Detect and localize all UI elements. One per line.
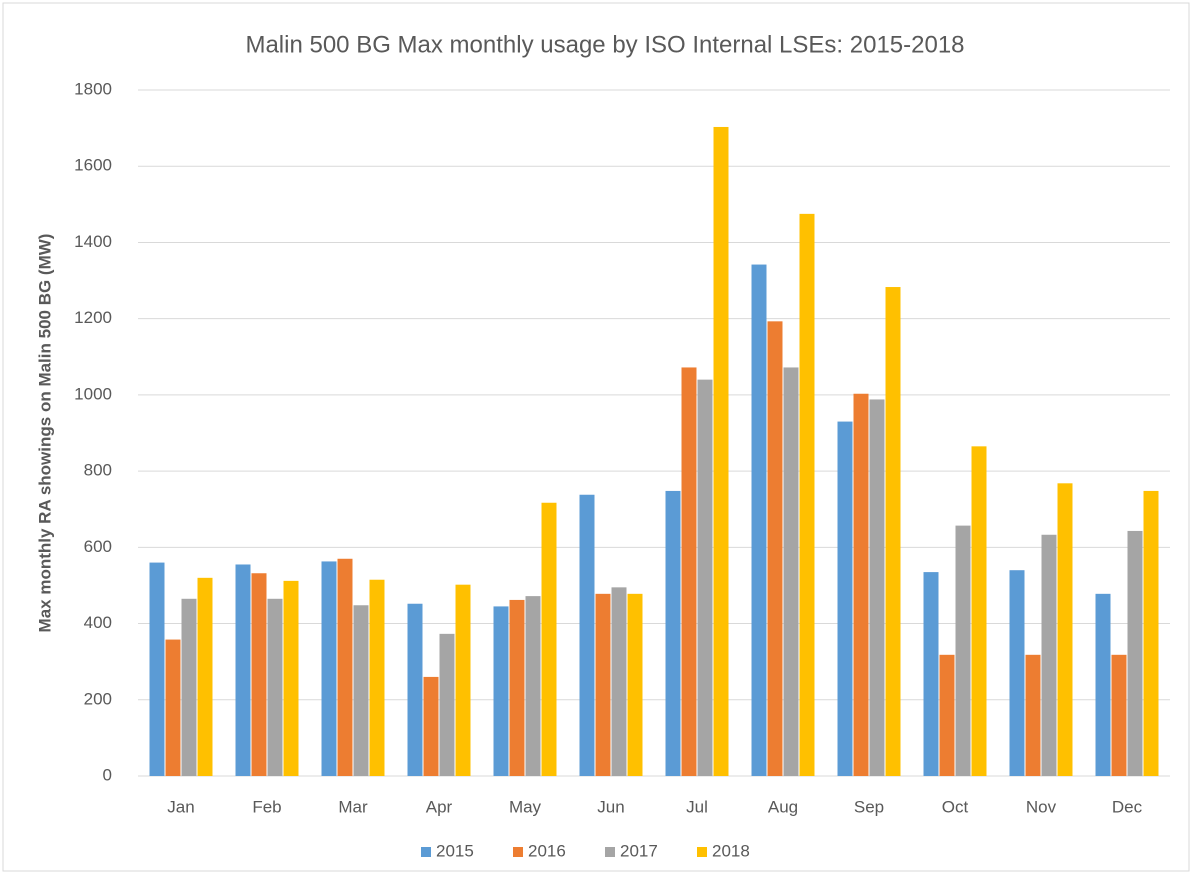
bar [595, 593, 611, 776]
bar [1057, 483, 1073, 776]
y-tick-label: 800 [84, 461, 112, 480]
bar [1111, 654, 1127, 776]
bar [681, 367, 697, 776]
legend-swatch [605, 847, 615, 857]
bar [837, 421, 853, 776]
bar [165, 639, 181, 776]
bar [923, 572, 939, 776]
bar [267, 598, 283, 776]
legend-label: 2017 [620, 841, 658, 860]
bar [579, 494, 595, 776]
legend-label: 2016 [528, 841, 566, 860]
bar [251, 573, 267, 776]
bar [1143, 490, 1159, 776]
x-tick-label: Nov [1026, 797, 1057, 816]
x-tick-label: May [509, 797, 542, 816]
legend-swatch [697, 847, 707, 857]
bar [713, 126, 729, 777]
bar [235, 564, 251, 776]
bar [1025, 654, 1041, 776]
bar [197, 577, 213, 776]
bar [493, 606, 509, 776]
bar [353, 605, 369, 776]
bar [627, 593, 643, 776]
y-tick-label: 400 [84, 613, 112, 632]
legend-label: 2018 [712, 841, 750, 860]
bar [783, 367, 799, 776]
bar [799, 213, 815, 777]
legend-swatch [513, 847, 523, 857]
chart-title: Malin 500 BG Max monthly usage by ISO In… [245, 31, 964, 58]
bar [853, 393, 869, 776]
bar [971, 446, 987, 776]
y-tick-label: 1200 [74, 308, 112, 327]
bar [455, 584, 471, 776]
bar [1041, 534, 1057, 776]
bar [1127, 530, 1143, 776]
x-tick-label: Mar [338, 797, 368, 816]
bar [149, 562, 165, 776]
bar [541, 502, 557, 776]
y-tick-label: 1000 [74, 384, 112, 403]
x-tick-label: Aug [768, 797, 798, 816]
bar [1009, 570, 1025, 776]
y-tick-label: 0 [103, 765, 112, 784]
bar [369, 579, 385, 776]
bar [939, 654, 955, 776]
y-tick-label: 1800 [74, 79, 112, 98]
x-tick-label: Feb [252, 797, 281, 816]
bar [283, 580, 299, 776]
bar [697, 379, 713, 776]
bar [767, 321, 783, 776]
x-tick-label: Oct [942, 797, 969, 816]
bar [509, 599, 525, 776]
bar [337, 558, 353, 776]
bar [407, 603, 423, 776]
bar [423, 676, 439, 776]
bar [665, 490, 681, 776]
y-tick-label: 1600 [74, 156, 112, 175]
bar [1095, 593, 1111, 776]
x-tick-label: Sep [854, 797, 884, 816]
bar [321, 561, 337, 776]
x-tick-label: Apr [426, 797, 453, 816]
legend-label: 2015 [436, 841, 474, 860]
x-tick-label: Jan [167, 797, 194, 816]
y-axis-label: Max monthly RA showings on Malin 500 BG … [35, 234, 54, 633]
x-tick-label: Dec [1112, 797, 1143, 816]
bar [439, 633, 455, 776]
x-tick-label: Jul [686, 797, 708, 816]
bar [525, 596, 541, 776]
y-tick-label: 200 [84, 689, 112, 708]
legend-swatch [421, 847, 431, 857]
bar [869, 399, 885, 776]
y-tick-label: 600 [84, 537, 112, 556]
bar [955, 525, 971, 776]
bar [611, 587, 627, 776]
y-tick-label: 1400 [74, 232, 112, 251]
bar [181, 598, 197, 776]
bar [885, 287, 901, 776]
x-tick-label: Jun [597, 797, 624, 816]
bar [751, 264, 767, 776]
